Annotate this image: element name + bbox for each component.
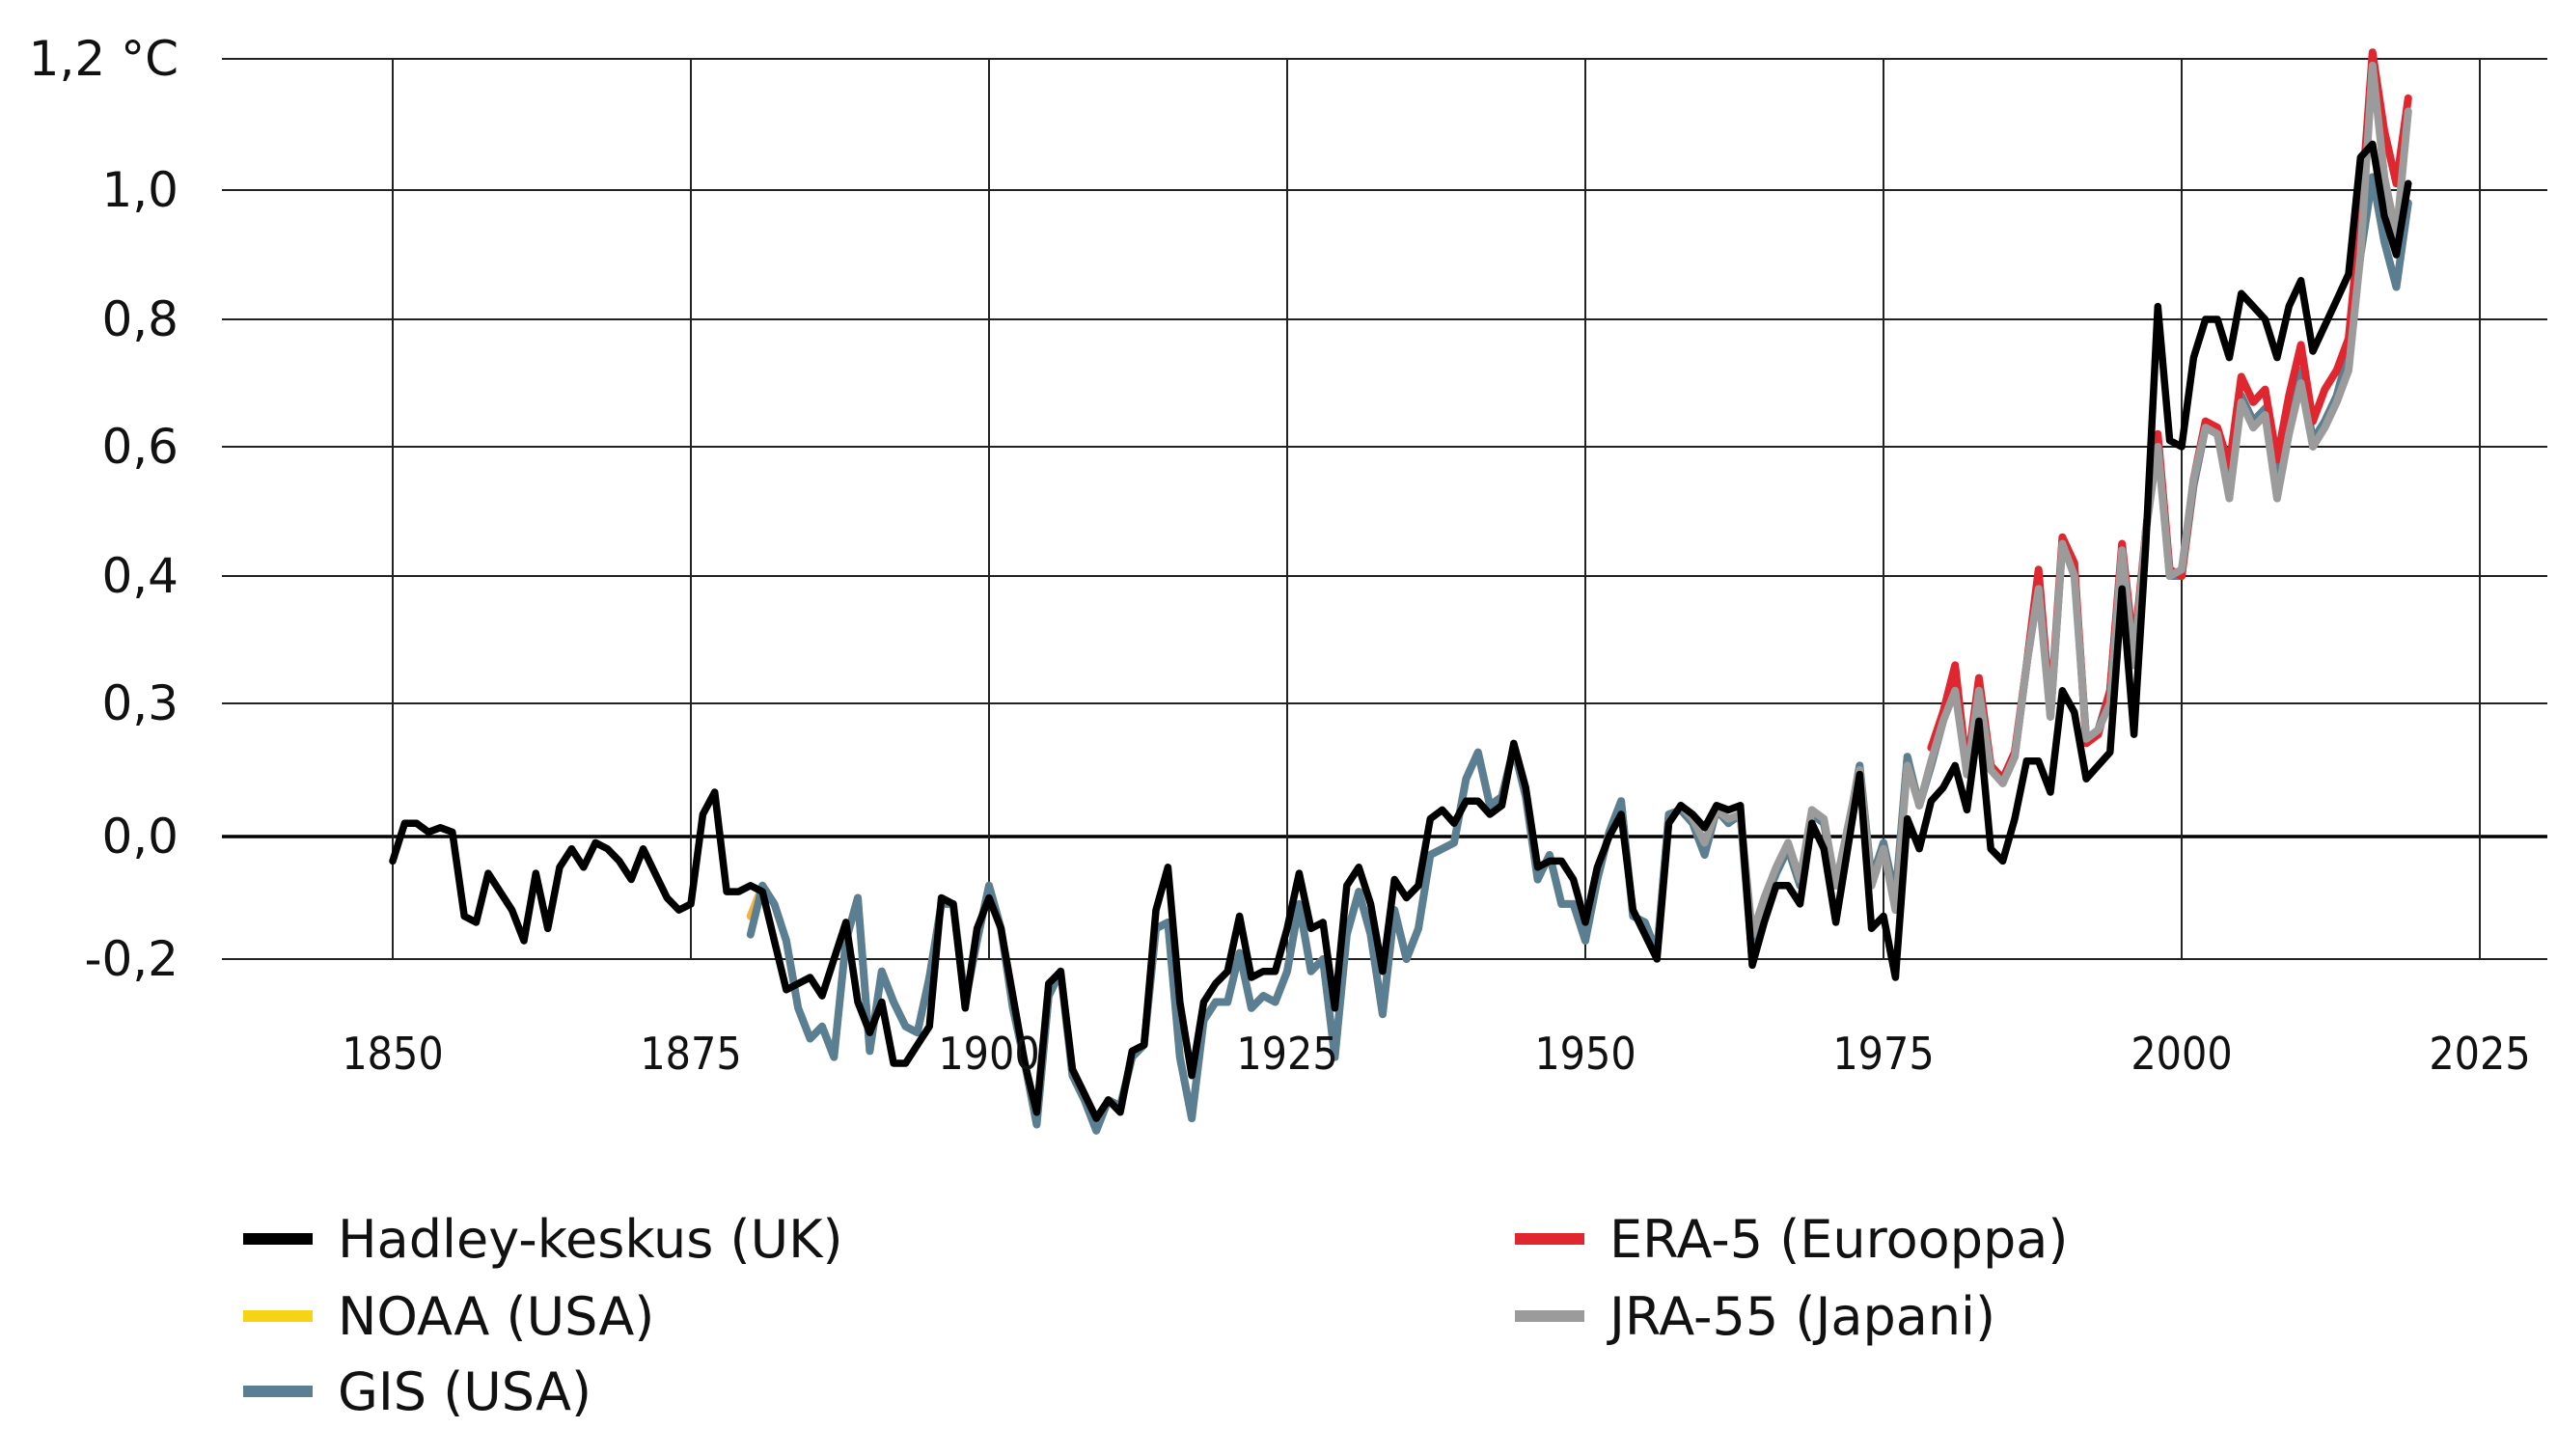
y-tick-label: 0,6	[101, 419, 179, 475]
y-tick-label: -0,2	[84, 931, 179, 987]
x-tick-label: 1875	[640, 1028, 741, 1080]
x-tick-label: 2025	[2429, 1028, 2530, 1080]
y-tick-label: 0,8	[101, 291, 179, 347]
x-tick-label: 1850	[342, 1028, 443, 1080]
x-axis-ticks: 1850 1875 1900 1925 1950 1975 2000 2025	[342, 1028, 2530, 1080]
x-tick-label: 1900	[938, 1028, 1039, 1080]
y-tick-label: 1,0	[101, 162, 179, 218]
x-tick-label: 1950	[1534, 1028, 1636, 1080]
chart-series-group	[389, 48, 2412, 1135]
x-tick-label: 1925	[1236, 1028, 1337, 1080]
y-tick-label: 0,4	[101, 548, 179, 604]
y-tick-label: 0,0	[101, 809, 179, 865]
y-axis-ticks: 1,2 °C 1,0 0,8 0,6 0,4 0,3 0,0 -0,2	[29, 31, 179, 987]
y-tick-label: 1,2 °C	[29, 31, 179, 87]
x-tick-label: 2000	[2131, 1028, 2232, 1080]
x-tick-label: 1975	[1832, 1028, 1934, 1080]
y-tick-label: 0,3	[101, 675, 179, 731]
series-line-hadley-keskus	[389, 140, 2412, 1122]
chart-grid	[222, 58, 2547, 960]
series-line-jra-55	[1676, 61, 2412, 939]
